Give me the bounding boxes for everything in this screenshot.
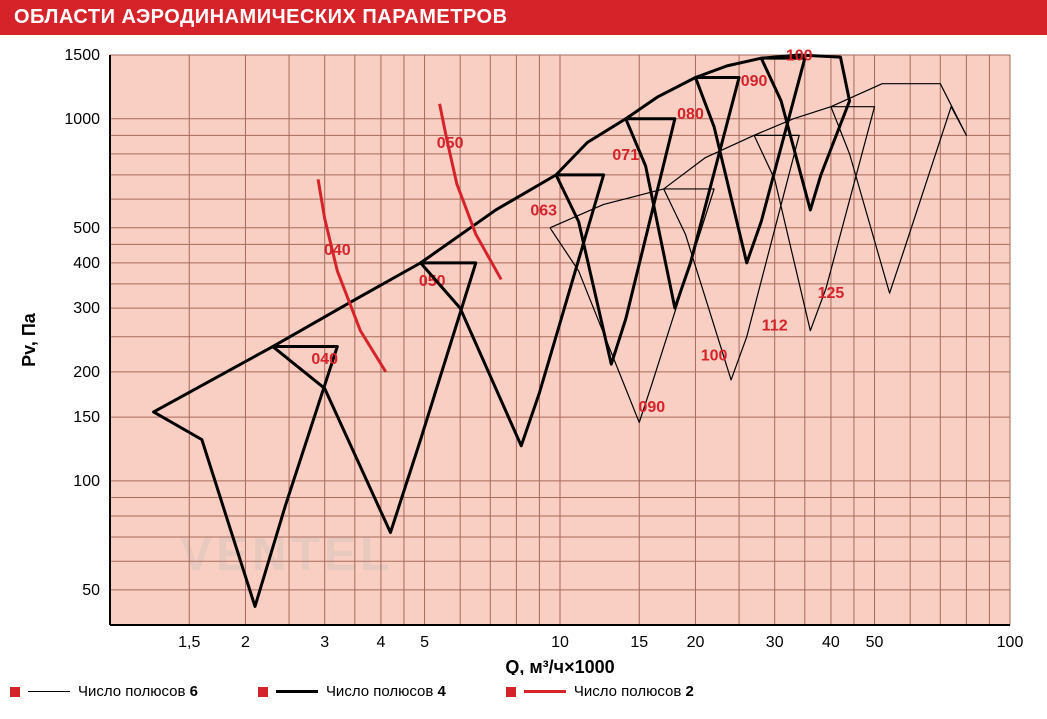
x-axis-label: Q, м³/ч×1000 xyxy=(505,657,614,675)
x-tick: 4 xyxy=(376,634,385,651)
section-title: ОБЛАСТИ АЭРОДИНАМИЧЕСКИХ ПАРАМЕТРОВ xyxy=(14,6,508,28)
legend-line xyxy=(28,691,70,692)
y-tick: 100 xyxy=(73,473,100,490)
x-tick: 3 xyxy=(320,634,329,651)
y-axis-label: Pv, Па xyxy=(19,312,39,367)
series-label: 050 xyxy=(437,135,464,152)
x-tick: 20 xyxy=(687,634,705,651)
x-tick: 100 xyxy=(997,634,1024,651)
legend-text: Число полюсов 6 xyxy=(78,683,198,700)
y-tick: 150 xyxy=(73,409,100,426)
legend-line xyxy=(524,690,566,693)
x-tick: 1,5 xyxy=(178,634,200,651)
series-label: 112 xyxy=(762,318,788,335)
series-label: 100 xyxy=(786,47,813,64)
section-header: ОБЛАСТИ АЭРОДИНАМИЧЕСКИХ ПАРАМЕТРОВ xyxy=(0,0,1047,35)
y-tick: 500 xyxy=(73,220,100,237)
legend-item: Число полюсов 6 xyxy=(10,683,198,700)
series-label: 040 xyxy=(324,242,351,259)
legend-text: Число полюсов 2 xyxy=(574,683,694,700)
series-label: 040 xyxy=(311,351,338,368)
legend-marker xyxy=(10,687,20,697)
y-tick: 1000 xyxy=(64,111,100,128)
legend-item: Число полюсов 2 xyxy=(506,683,694,700)
chart-area: VENTEL 1,5 2 3 4 5 10 15 20 30 40 50 100 50 100 150 200 3… xyxy=(0,35,1047,675)
series-label: 063 xyxy=(530,203,557,220)
y-tick: 50 xyxy=(82,582,100,599)
y-tick: 200 xyxy=(73,364,100,381)
legend-marker xyxy=(258,687,268,697)
x-tick: 30 xyxy=(766,634,784,651)
x-tick: 50 xyxy=(866,634,884,651)
y-tick: 300 xyxy=(73,300,100,317)
legend-line xyxy=(276,690,318,693)
series-label: 071 xyxy=(612,147,639,164)
legend: Число полюсов 6 Число полюсов 4 Число по… xyxy=(0,675,1047,708)
watermark: VENTEL xyxy=(180,528,393,581)
x-tick: 40 xyxy=(822,634,840,651)
x-tick: 5 xyxy=(420,634,429,651)
series-label: 090 xyxy=(639,399,666,416)
legend-text: Число полюсов 4 xyxy=(326,683,446,700)
series-label: 090 xyxy=(741,73,768,90)
series-label: 100 xyxy=(701,348,728,365)
x-tick: 15 xyxy=(630,634,648,651)
grid xyxy=(110,55,1010,625)
y-tick: 400 xyxy=(73,255,100,272)
series-label: 080 xyxy=(677,106,704,123)
x-tick: 2 xyxy=(241,634,250,651)
legend-marker xyxy=(506,687,516,697)
chart-svg: VENTEL 1,5 2 3 4 5 10 15 20 30 40 50 100 50 100 150 200 3… xyxy=(0,35,1047,675)
x-tick: 10 xyxy=(551,634,569,651)
legend-item: Число полюсов 4 xyxy=(258,683,446,700)
y-tick: 1500 xyxy=(64,47,100,64)
series-label: 125 xyxy=(818,285,845,302)
